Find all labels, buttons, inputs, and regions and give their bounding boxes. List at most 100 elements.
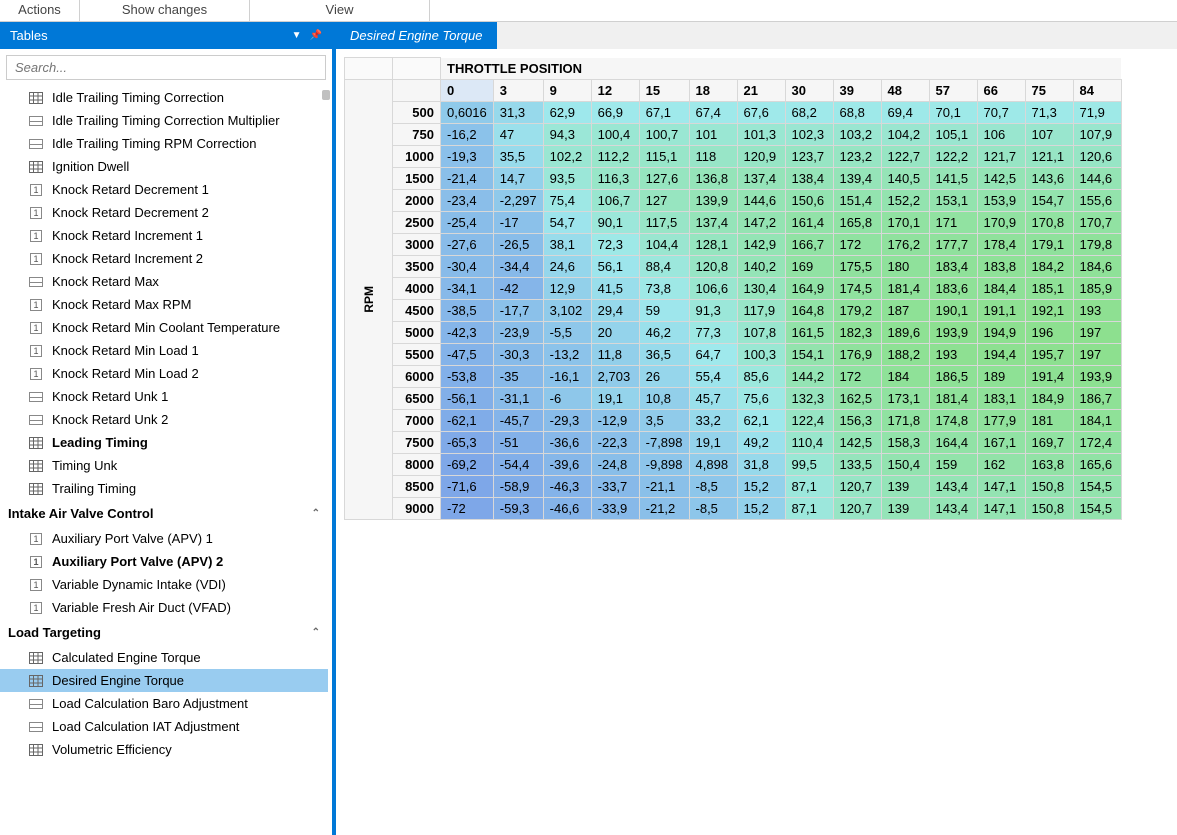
column-header[interactable]: 84 bbox=[1073, 79, 1121, 101]
data-cell[interactable]: -35 bbox=[493, 365, 543, 387]
tree-item[interactable]: 1Knock Retard Min Load 2 bbox=[0, 362, 328, 385]
menu-show-changes[interactable]: Show changes bbox=[80, 0, 250, 21]
data-cell[interactable]: -69,2 bbox=[441, 453, 494, 475]
row-header[interactable]: 3000 bbox=[393, 233, 441, 255]
data-cell[interactable]: 184,9 bbox=[1025, 387, 1073, 409]
data-cell[interactable]: 31,8 bbox=[737, 453, 785, 475]
row-header[interactable]: 1500 bbox=[393, 167, 441, 189]
data-cell[interactable]: 73,8 bbox=[639, 277, 689, 299]
tree-item[interactable]: 1Knock Retard Min Load 1 bbox=[0, 339, 328, 362]
data-cell[interactable]: 3,5 bbox=[639, 409, 689, 431]
data-cell[interactable]: 19,1 bbox=[591, 387, 639, 409]
data-cell[interactable]: -46,6 bbox=[543, 497, 591, 519]
data-cell[interactable]: 154,7 bbox=[1025, 189, 1073, 211]
data-cell[interactable]: -21,1 bbox=[639, 475, 689, 497]
data-cell[interactable]: 46,2 bbox=[639, 321, 689, 343]
column-header[interactable]: 48 bbox=[881, 79, 929, 101]
tree-item[interactable]: 1Knock Retard Increment 1 bbox=[0, 224, 328, 247]
tree-item[interactable]: 1Variable Fresh Air Duct (VFAD) bbox=[0, 596, 328, 619]
data-cell[interactable]: 158,3 bbox=[881, 431, 929, 453]
row-header[interactable]: 500 bbox=[393, 101, 441, 123]
data-cell[interactable]: 162,5 bbox=[833, 387, 881, 409]
data-cell[interactable]: 197 bbox=[1073, 343, 1121, 365]
data-cell[interactable]: -46,3 bbox=[543, 475, 591, 497]
data-cell[interactable]: -8,5 bbox=[689, 497, 737, 519]
data-cell[interactable]: 12,9 bbox=[543, 277, 591, 299]
data-cell[interactable]: -45,7 bbox=[493, 409, 543, 431]
tree-scrollbar[interactable] bbox=[318, 86, 330, 835]
data-cell[interactable]: -71,6 bbox=[441, 475, 494, 497]
data-cell[interactable]: 165,6 bbox=[1073, 453, 1121, 475]
data-cell[interactable]: 150,6 bbox=[785, 189, 833, 211]
data-cell[interactable]: 150,8 bbox=[1025, 497, 1073, 519]
data-cell[interactable]: 163,8 bbox=[1025, 453, 1073, 475]
data-cell[interactable]: 179,2 bbox=[833, 299, 881, 321]
row-header[interactable]: 6500 bbox=[393, 387, 441, 409]
tree-item[interactable]: Desired Engine Torque bbox=[0, 669, 328, 692]
data-cell[interactable]: 77,3 bbox=[689, 321, 737, 343]
data-cell[interactable]: 147,1 bbox=[977, 497, 1025, 519]
data-cell[interactable]: 179,8 bbox=[1073, 233, 1121, 255]
data-cell[interactable]: 183,6 bbox=[929, 277, 977, 299]
data-cell[interactable]: -17,7 bbox=[493, 299, 543, 321]
data-cell[interactable]: -30,3 bbox=[493, 343, 543, 365]
data-cell[interactable]: 64,7 bbox=[689, 343, 737, 365]
row-header[interactable]: 8500 bbox=[393, 475, 441, 497]
data-cell[interactable]: 87,1 bbox=[785, 497, 833, 519]
data-cell[interactable]: 33,2 bbox=[689, 409, 737, 431]
data-cell[interactable]: 122,2 bbox=[929, 145, 977, 167]
data-cell[interactable]: 190,1 bbox=[929, 299, 977, 321]
data-cell[interactable]: 69,4 bbox=[881, 101, 929, 123]
data-cell[interactable]: -26,5 bbox=[493, 233, 543, 255]
data-cell[interactable]: 120,8 bbox=[689, 255, 737, 277]
tree-group-header[interactable]: Intake Air Valve Control⌃ bbox=[0, 500, 328, 527]
data-cell[interactable]: 68,8 bbox=[833, 101, 881, 123]
data-cell[interactable]: 183,8 bbox=[977, 255, 1025, 277]
data-cell[interactable]: 193,9 bbox=[929, 321, 977, 343]
data-cell[interactable]: 102,3 bbox=[785, 123, 833, 145]
tree-item[interactable]: Calculated Engine Torque bbox=[0, 646, 328, 669]
data-cell[interactable]: -21,2 bbox=[639, 497, 689, 519]
tree-scrollbar-thumb[interactable] bbox=[322, 90, 330, 100]
data-cell[interactable]: -38,5 bbox=[441, 299, 494, 321]
data-cell[interactable]: 156,3 bbox=[833, 409, 881, 431]
data-cell[interactable]: 139 bbox=[881, 497, 929, 519]
data-cell[interactable]: 118 bbox=[689, 145, 737, 167]
data-cell[interactable]: 106,7 bbox=[591, 189, 639, 211]
data-cell[interactable]: 171,8 bbox=[881, 409, 929, 431]
data-cell[interactable]: 173,1 bbox=[881, 387, 929, 409]
data-cell[interactable]: -59,3 bbox=[493, 497, 543, 519]
data-cell[interactable]: 189 bbox=[977, 365, 1025, 387]
tree-item[interactable]: 1Knock Retard Min Coolant Temperature bbox=[0, 316, 328, 339]
tree-item[interactable]: Volumetric Efficiency bbox=[0, 738, 328, 761]
row-header[interactable]: 2500 bbox=[393, 211, 441, 233]
data-cell[interactable]: 159 bbox=[929, 453, 977, 475]
data-cell[interactable]: 162 bbox=[977, 453, 1025, 475]
data-cell[interactable]: 123,7 bbox=[785, 145, 833, 167]
data-cell[interactable]: 106,6 bbox=[689, 277, 737, 299]
data-cell[interactable]: 100,7 bbox=[639, 123, 689, 145]
data-cell[interactable]: 185,9 bbox=[1073, 277, 1121, 299]
data-cell[interactable]: 105,1 bbox=[929, 123, 977, 145]
row-header[interactable]: 9000 bbox=[393, 497, 441, 519]
data-cell[interactable]: 107,8 bbox=[737, 321, 785, 343]
data-cell[interactable]: 49,2 bbox=[737, 431, 785, 453]
row-header[interactable]: 5000 bbox=[393, 321, 441, 343]
data-cell[interactable]: -34,4 bbox=[493, 255, 543, 277]
data-cell[interactable]: 140,2 bbox=[737, 255, 785, 277]
data-cell[interactable]: -2,297 bbox=[493, 189, 543, 211]
data-cell[interactable]: 142,5 bbox=[977, 167, 1025, 189]
data-cell[interactable]: 4,898 bbox=[689, 453, 737, 475]
data-cell[interactable]: 121,7 bbox=[977, 145, 1025, 167]
data-cell[interactable]: 127,6 bbox=[639, 167, 689, 189]
data-cell[interactable]: 38,1 bbox=[543, 233, 591, 255]
data-cell[interactable]: -56,1 bbox=[441, 387, 494, 409]
data-cell[interactable]: 181,4 bbox=[929, 387, 977, 409]
data-cell[interactable]: 15,2 bbox=[737, 475, 785, 497]
data-cell[interactable]: 170,1 bbox=[881, 211, 929, 233]
data-cell[interactable]: 72,3 bbox=[591, 233, 639, 255]
data-cell[interactable]: 181,4 bbox=[881, 277, 929, 299]
data-cell[interactable]: 26 bbox=[639, 365, 689, 387]
data-cell[interactable]: 70,1 bbox=[929, 101, 977, 123]
data-cell[interactable]: 170,8 bbox=[1025, 211, 1073, 233]
